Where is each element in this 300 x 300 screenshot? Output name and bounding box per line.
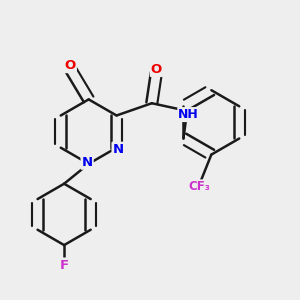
Text: O: O: [64, 59, 76, 72]
Text: N: N: [112, 143, 124, 156]
Text: N: N: [82, 156, 93, 169]
Text: O: O: [151, 63, 162, 76]
Text: NH: NH: [178, 108, 199, 121]
Text: CF₃: CF₃: [188, 180, 210, 193]
Text: F: F: [60, 259, 69, 272]
